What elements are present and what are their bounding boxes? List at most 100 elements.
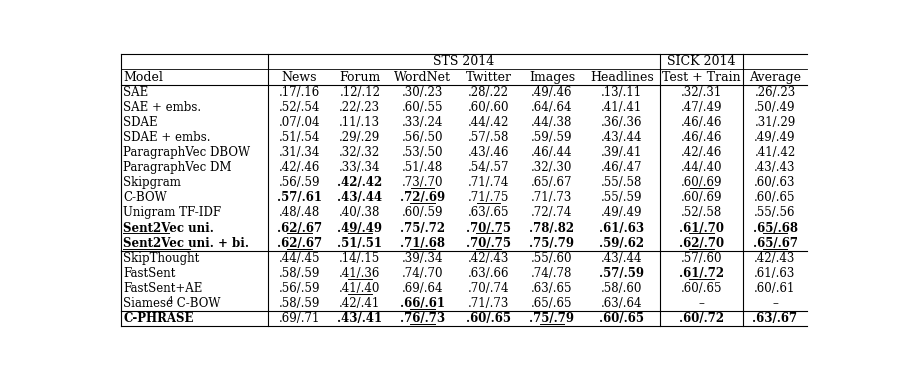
Text: .12/.12: .12/.12 — [339, 85, 381, 99]
Text: .65/.67: .65/.67 — [532, 176, 573, 189]
Text: Average: Average — [749, 71, 801, 84]
Text: .14/.15: .14/.15 — [339, 252, 381, 265]
Text: .44/.38: .44/.38 — [532, 116, 573, 129]
Text: .48/.48: .48/.48 — [279, 206, 320, 219]
Text: .41/.41: .41/.41 — [601, 101, 642, 114]
Text: .49/.49: .49/.49 — [601, 206, 642, 219]
Text: SDAE + embs.: SDAE + embs. — [123, 131, 211, 144]
Text: .60/.72: .60/.72 — [679, 312, 724, 325]
Text: .60/.65: .60/.65 — [466, 312, 511, 325]
Text: .71/.73: .71/.73 — [468, 297, 509, 310]
Text: Siamese C-BOW: Siamese C-BOW — [123, 297, 221, 310]
Text: .46/.46: .46/.46 — [681, 131, 722, 144]
Text: .43/.44: .43/.44 — [338, 191, 383, 204]
Text: .11/.13: .11/.13 — [339, 116, 381, 129]
Text: .75/.79: .75/.79 — [530, 312, 575, 325]
Text: .36/.36: .36/.36 — [601, 116, 642, 129]
Text: .44/.45: .44/.45 — [278, 252, 321, 265]
Text: .55/.59: .55/.59 — [601, 191, 642, 204]
Text: SDAE: SDAE — [123, 116, 158, 129]
Text: SAE + embs.: SAE + embs. — [123, 101, 201, 114]
Text: .55/.58: .55/.58 — [601, 176, 642, 189]
Text: .31/.34: .31/.34 — [278, 146, 321, 159]
Text: .60/.61: .60/.61 — [754, 282, 796, 295]
Text: .60/.59: .60/.59 — [402, 206, 444, 219]
Text: .62/.67: .62/.67 — [277, 222, 322, 235]
Text: .60/.65: .60/.65 — [754, 191, 796, 204]
Text: .64/.64: .64/.64 — [532, 101, 573, 114]
Text: .75/.72: .75/.72 — [401, 222, 445, 235]
Text: Model: Model — [123, 71, 163, 84]
Text: .59/.62: .59/.62 — [599, 237, 644, 250]
Text: SICK 2014: SICK 2014 — [667, 56, 735, 68]
Text: .71/.68: .71/.68 — [401, 237, 445, 250]
Text: .46/.47: .46/.47 — [601, 161, 642, 174]
Text: .43/.44: .43/.44 — [601, 252, 642, 265]
Text: .33/.34: .33/.34 — [339, 161, 381, 174]
Text: .61/.70: .61/.70 — [679, 222, 724, 235]
Text: Forum: Forum — [339, 71, 381, 84]
Text: .71/.74: .71/.74 — [468, 176, 509, 189]
Text: –: – — [772, 297, 778, 310]
Text: .49/.49: .49/.49 — [338, 222, 383, 235]
Text: .62/.70: .62/.70 — [679, 237, 724, 250]
Text: .71/.73: .71/.73 — [532, 191, 573, 204]
Text: Images: Images — [529, 71, 575, 84]
Text: .61/.72: .61/.72 — [679, 267, 724, 280]
Text: .65/.65: .65/.65 — [532, 297, 573, 310]
Text: .74/.70: .74/.70 — [402, 267, 444, 280]
Text: .53/.50: .53/.50 — [402, 146, 444, 159]
Text: .32/.32: .32/.32 — [339, 146, 381, 159]
Text: .58/.59: .58/.59 — [278, 267, 321, 280]
Text: .40/.38: .40/.38 — [339, 206, 381, 219]
Text: .55/.56: .55/.56 — [754, 206, 796, 219]
Text: .46/.46: .46/.46 — [681, 116, 722, 129]
Text: .22/.23: .22/.23 — [339, 101, 381, 114]
Text: .73/.70: .73/.70 — [402, 176, 444, 189]
Text: .52/.58: .52/.58 — [681, 206, 722, 219]
Text: Test + Train: Test + Train — [662, 71, 741, 84]
Text: .41/.40: .41/.40 — [339, 282, 381, 295]
Text: .56/.59: .56/.59 — [278, 176, 321, 189]
Text: .54/.57: .54/.57 — [468, 161, 509, 174]
Text: .78/.82: .78/.82 — [530, 222, 575, 235]
Text: .43/.46: .43/.46 — [468, 146, 509, 159]
Text: Sent2Vec uni.: Sent2Vec uni. — [123, 222, 215, 235]
Text: –: – — [699, 297, 704, 310]
Text: .58/.59: .58/.59 — [278, 297, 321, 310]
Text: .39/.34: .39/.34 — [402, 252, 444, 265]
Text: .71/.75: .71/.75 — [468, 191, 509, 204]
Text: .42/.46: .42/.46 — [278, 161, 321, 174]
Text: Sent2Vec uni. + bi.: Sent2Vec uni. + bi. — [123, 237, 250, 250]
Text: C-PHRASE: C-PHRASE — [123, 312, 194, 325]
Text: .60/.69: .60/.69 — [681, 191, 722, 204]
Text: .47/.49: .47/.49 — [681, 101, 722, 114]
Text: .42/.43: .42/.43 — [754, 252, 796, 265]
Text: .33/.24: .33/.24 — [402, 116, 444, 129]
Text: .61/.63: .61/.63 — [754, 267, 796, 280]
Text: .60/.60: .60/.60 — [468, 101, 509, 114]
Text: .65/.67: .65/.67 — [753, 237, 797, 250]
Text: .42/.42: .42/.42 — [338, 176, 383, 189]
Text: .63/.65: .63/.65 — [532, 282, 573, 295]
Text: .59/.59: .59/.59 — [532, 131, 573, 144]
Text: .72/.74: .72/.74 — [532, 206, 573, 219]
Text: .66/.61: .66/.61 — [401, 297, 445, 310]
Text: ParagraphVec DM: ParagraphVec DM — [123, 161, 232, 174]
Text: FastSent: FastSent — [123, 267, 176, 280]
Text: .07/.04: .07/.04 — [278, 116, 321, 129]
Text: .70/.75: .70/.75 — [466, 237, 511, 250]
Text: .56/.59: .56/.59 — [278, 282, 321, 295]
Text: .44/.40: .44/.40 — [681, 161, 722, 174]
Text: .44/.42: .44/.42 — [468, 116, 509, 129]
Text: .51/.51: .51/.51 — [338, 237, 383, 250]
Text: .43/.41: .43/.41 — [338, 312, 383, 325]
Text: .29/.29: .29/.29 — [339, 131, 381, 144]
Text: .70/.74: .70/.74 — [468, 282, 509, 295]
Text: .58/.60: .58/.60 — [601, 282, 642, 295]
Text: .75/.79: .75/.79 — [530, 237, 575, 250]
Text: .42/.46: .42/.46 — [681, 146, 722, 159]
Text: .69/.64: .69/.64 — [402, 282, 444, 295]
Text: .65/.68: .65/.68 — [753, 222, 797, 235]
Text: .13/.11: .13/.11 — [601, 85, 642, 99]
